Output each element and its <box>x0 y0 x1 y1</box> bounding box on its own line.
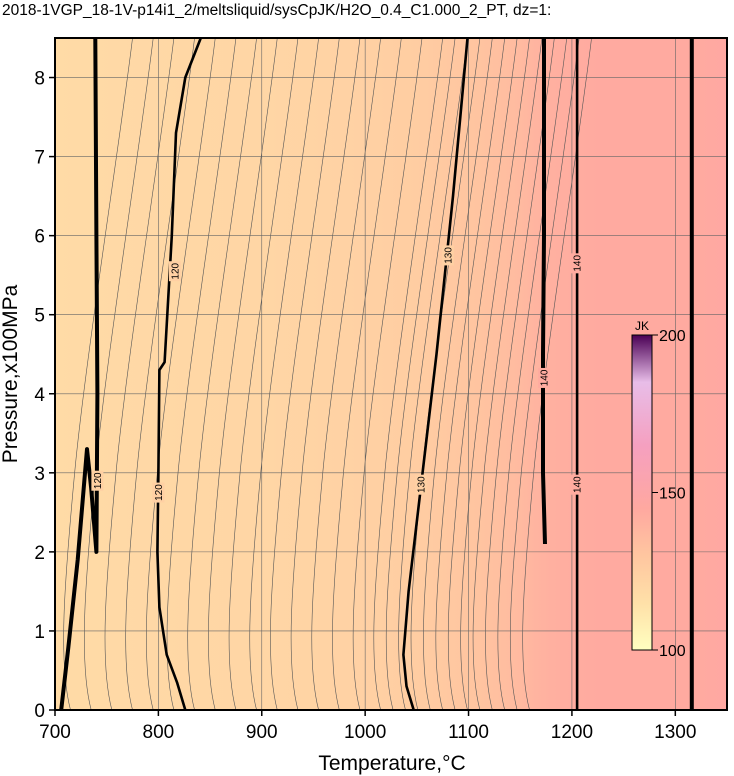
thin-contour <box>104 38 175 710</box>
thin-contour <box>398 38 468 710</box>
thin-contour <box>352 38 423 710</box>
thin-contour <box>423 38 493 710</box>
contour-line <box>59 38 100 710</box>
contour-label: 140 <box>538 367 551 388</box>
plot-frame <box>54 37 728 711</box>
colorbar-ticks: 100 150 200 <box>652 328 686 660</box>
contour-label: 120 <box>91 470 104 491</box>
thin-contour <box>435 38 506 710</box>
y-tick-label: 0 <box>34 701 45 722</box>
contour-label: 130 <box>441 245 454 266</box>
contour-label-text: 140 <box>573 476 584 493</box>
contour-label-text: 140 <box>573 255 584 272</box>
contour-label-bg <box>168 261 181 282</box>
contour-label-bg <box>538 367 551 388</box>
y-tick-label: 1 <box>34 622 45 643</box>
colorbar-tick-label: 100 <box>659 643 686 660</box>
colorbar-swatch <box>631 334 653 651</box>
contour-label: 140 <box>571 253 584 274</box>
contour-label-bg <box>441 245 454 266</box>
thin-contour <box>472 38 543 710</box>
thin-contour <box>290 38 361 710</box>
contour-label: 120 <box>152 482 165 503</box>
thin-contour <box>249 38 319 710</box>
y-tick-label: 8 <box>34 69 45 90</box>
thin-contour <box>485 38 555 710</box>
thin-contour <box>166 38 237 710</box>
thin-contour <box>460 38 530 710</box>
colorbar-unit: JK <box>635 319 649 333</box>
contour-labels: 120 120 120 130 130 140 140 140 <box>91 245 584 503</box>
contour-label-bg <box>571 474 584 495</box>
contour-label-text: 130 <box>416 476 427 493</box>
plot-field <box>55 38 727 710</box>
contour-label-text: 120 <box>93 472 104 489</box>
x-tick-label: 1200 <box>551 722 593 743</box>
y-tick-label: 2 <box>34 543 45 564</box>
x-tick-label: 800 <box>143 722 175 743</box>
y-axis-ticks: 0 1 2 3 4 5 6 7 8 <box>34 69 55 722</box>
thin-contour-lines <box>63 38 592 710</box>
colorbar-tick-label: 150 <box>659 486 686 503</box>
colorbar: JK 100 150 200 <box>631 319 686 660</box>
contour-label: 130 <box>414 474 427 495</box>
thin-contour <box>311 38 381 710</box>
x-axis-ticks: 700 800 900 1000 1100 1200 1300 <box>39 710 696 743</box>
contour-line <box>156 38 203 710</box>
thin-contour <box>385 38 456 710</box>
contour-label-text: 120 <box>170 262 181 279</box>
y-tick-label: 3 <box>34 464 45 485</box>
thin-contour <box>146 38 216 710</box>
contour-label-bg <box>414 474 427 495</box>
y-axis-label: Pressure,x100MPa <box>0 284 22 463</box>
thin-contour <box>509 38 580 710</box>
x-tick-label: 700 <box>39 722 71 743</box>
thin-contour <box>187 38 257 710</box>
thin-contour <box>497 38 568 710</box>
contour-label: 120 <box>168 261 181 282</box>
y-tick-label: 7 <box>34 148 45 169</box>
thin-contour <box>63 38 133 710</box>
x-tick-label: 1300 <box>654 722 696 743</box>
contour-label-bg <box>91 470 104 491</box>
thin-contour <box>373 38 443 710</box>
thin-contour <box>208 38 278 710</box>
labeled-contours <box>59 38 694 710</box>
y-tick-label: 5 <box>34 306 45 327</box>
thin-contour <box>270 38 340 710</box>
x-tick-label: 1000 <box>344 722 386 743</box>
x-tick-label: 900 <box>246 722 278 743</box>
thin-contour <box>125 38 195 710</box>
thin-contour <box>228 38 299 710</box>
contour-line <box>402 38 469 710</box>
contour-label-bg <box>152 482 165 503</box>
contour-label-text: 140 <box>540 369 551 386</box>
contour-label-bg <box>571 253 584 274</box>
contour-label-text: 130 <box>443 247 454 264</box>
thin-contour <box>332 38 402 710</box>
y-tick-label: 4 <box>34 385 45 406</box>
x-axis-label: Temperature,°C <box>318 752 465 775</box>
contour-label-text: 120 <box>154 484 165 501</box>
thin-contour <box>447 38 518 710</box>
colorbar-tick-label: 200 <box>659 328 686 345</box>
contour-line <box>541 38 547 545</box>
chart-title: 2018-1VGP_18-1V-p14i1_2/meltsliquid/sysC… <box>2 2 551 19</box>
x-tick-label: 1100 <box>448 722 489 743</box>
y-tick-label: 6 <box>34 227 45 248</box>
contour-label: 140 <box>571 474 584 495</box>
